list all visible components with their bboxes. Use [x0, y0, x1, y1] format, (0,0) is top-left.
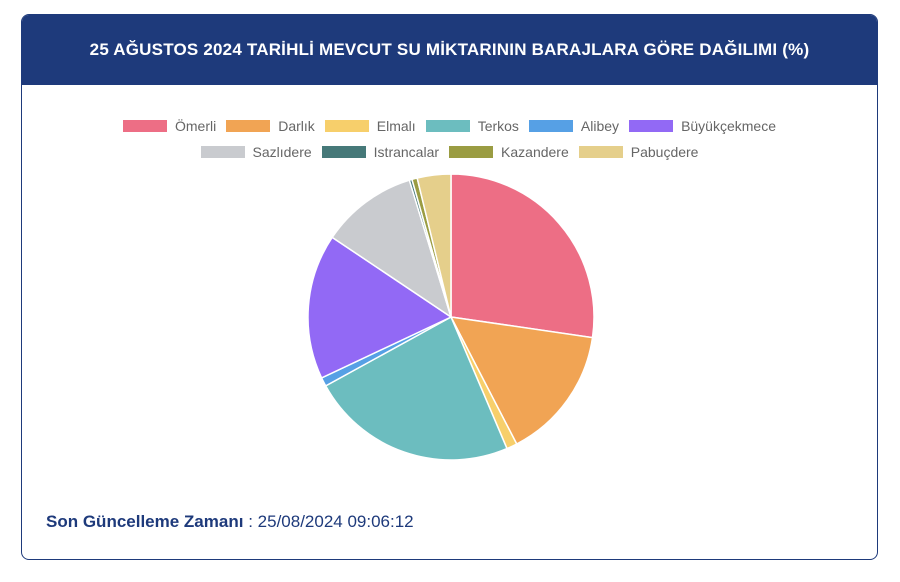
header: 25 AĞUSTOS 2024 TARİHLİ MEVCUT SU MİKTAR…: [22, 15, 877, 85]
card: 25 AĞUSTOS 2024 TARİHLİ MEVCUT SU MİKTAR…: [21, 14, 878, 560]
legend-label: Pabuçdere: [630, 144, 699, 160]
legend-label: Büyükçekmece: [681, 118, 776, 134]
legend: Ömerli Darlık Elmalı Terkos Alibey Büyükçekme…: [105, 117, 795, 161]
pie-slice: [324, 315, 508, 461]
legend-item[interactable]: Kazandere: [449, 143, 569, 161]
legend-item[interactable]: Alibey: [528, 117, 620, 135]
legend-item[interactable]: Istrancalar: [321, 143, 440, 161]
legend-item[interactable]: Elmalı: [324, 117, 416, 135]
footer-separator: :: [248, 512, 253, 531]
pie-slice: [331, 179, 453, 319]
legend-swatch: [122, 120, 167, 132]
pie-slice: [307, 236, 453, 379]
legend-label: Istrancalar: [373, 144, 440, 160]
pie-chart: [307, 173, 595, 461]
footer-value: 25/08/2024 09:06:12: [257, 512, 414, 531]
legend-label: Sazlıdere: [252, 144, 312, 160]
pie-slice: [449, 316, 594, 446]
footer-label: Son Güncelleme Zamanı: [46, 512, 244, 531]
legend-swatch: [528, 120, 573, 132]
legend-swatch: [449, 146, 494, 158]
chart-title: 25 AĞUSTOS 2024 TARİHLİ MEVCUT SU MİKTAR…: [89, 40, 810, 59]
legend-item[interactable]: Ömerli: [122, 117, 217, 135]
legend-swatch: [425, 120, 470, 132]
legend-label: Darlık: [278, 118, 315, 134]
legend-swatch: [629, 120, 674, 132]
legend-label: Terkos: [477, 118, 519, 134]
pie-slice: [416, 173, 452, 318]
legend-swatch: [324, 120, 369, 132]
legend-label: Alibey: [580, 118, 620, 134]
legend-swatch: [321, 146, 366, 158]
legend-item[interactable]: Terkos: [425, 117, 519, 135]
legend-swatch: [226, 120, 271, 132]
legend-item[interactable]: Sazlıdere: [200, 143, 312, 161]
legend-swatch: [578, 146, 623, 158]
footer: Son Güncelleme Zamanı : 25/08/2024 09:06…: [46, 512, 414, 532]
legend-item[interactable]: Büyükçekmece: [629, 117, 776, 135]
legend-item[interactable]: Darlık: [226, 117, 315, 135]
legend-item[interactable]: Pabuçdere: [578, 143, 699, 161]
pie-slice: [450, 173, 595, 339]
legend-label: Ömerli: [174, 118, 217, 134]
legend-swatch: [200, 146, 245, 158]
legend-label: Elmalı: [376, 118, 416, 134]
legend-label: Kazandere: [501, 144, 569, 160]
